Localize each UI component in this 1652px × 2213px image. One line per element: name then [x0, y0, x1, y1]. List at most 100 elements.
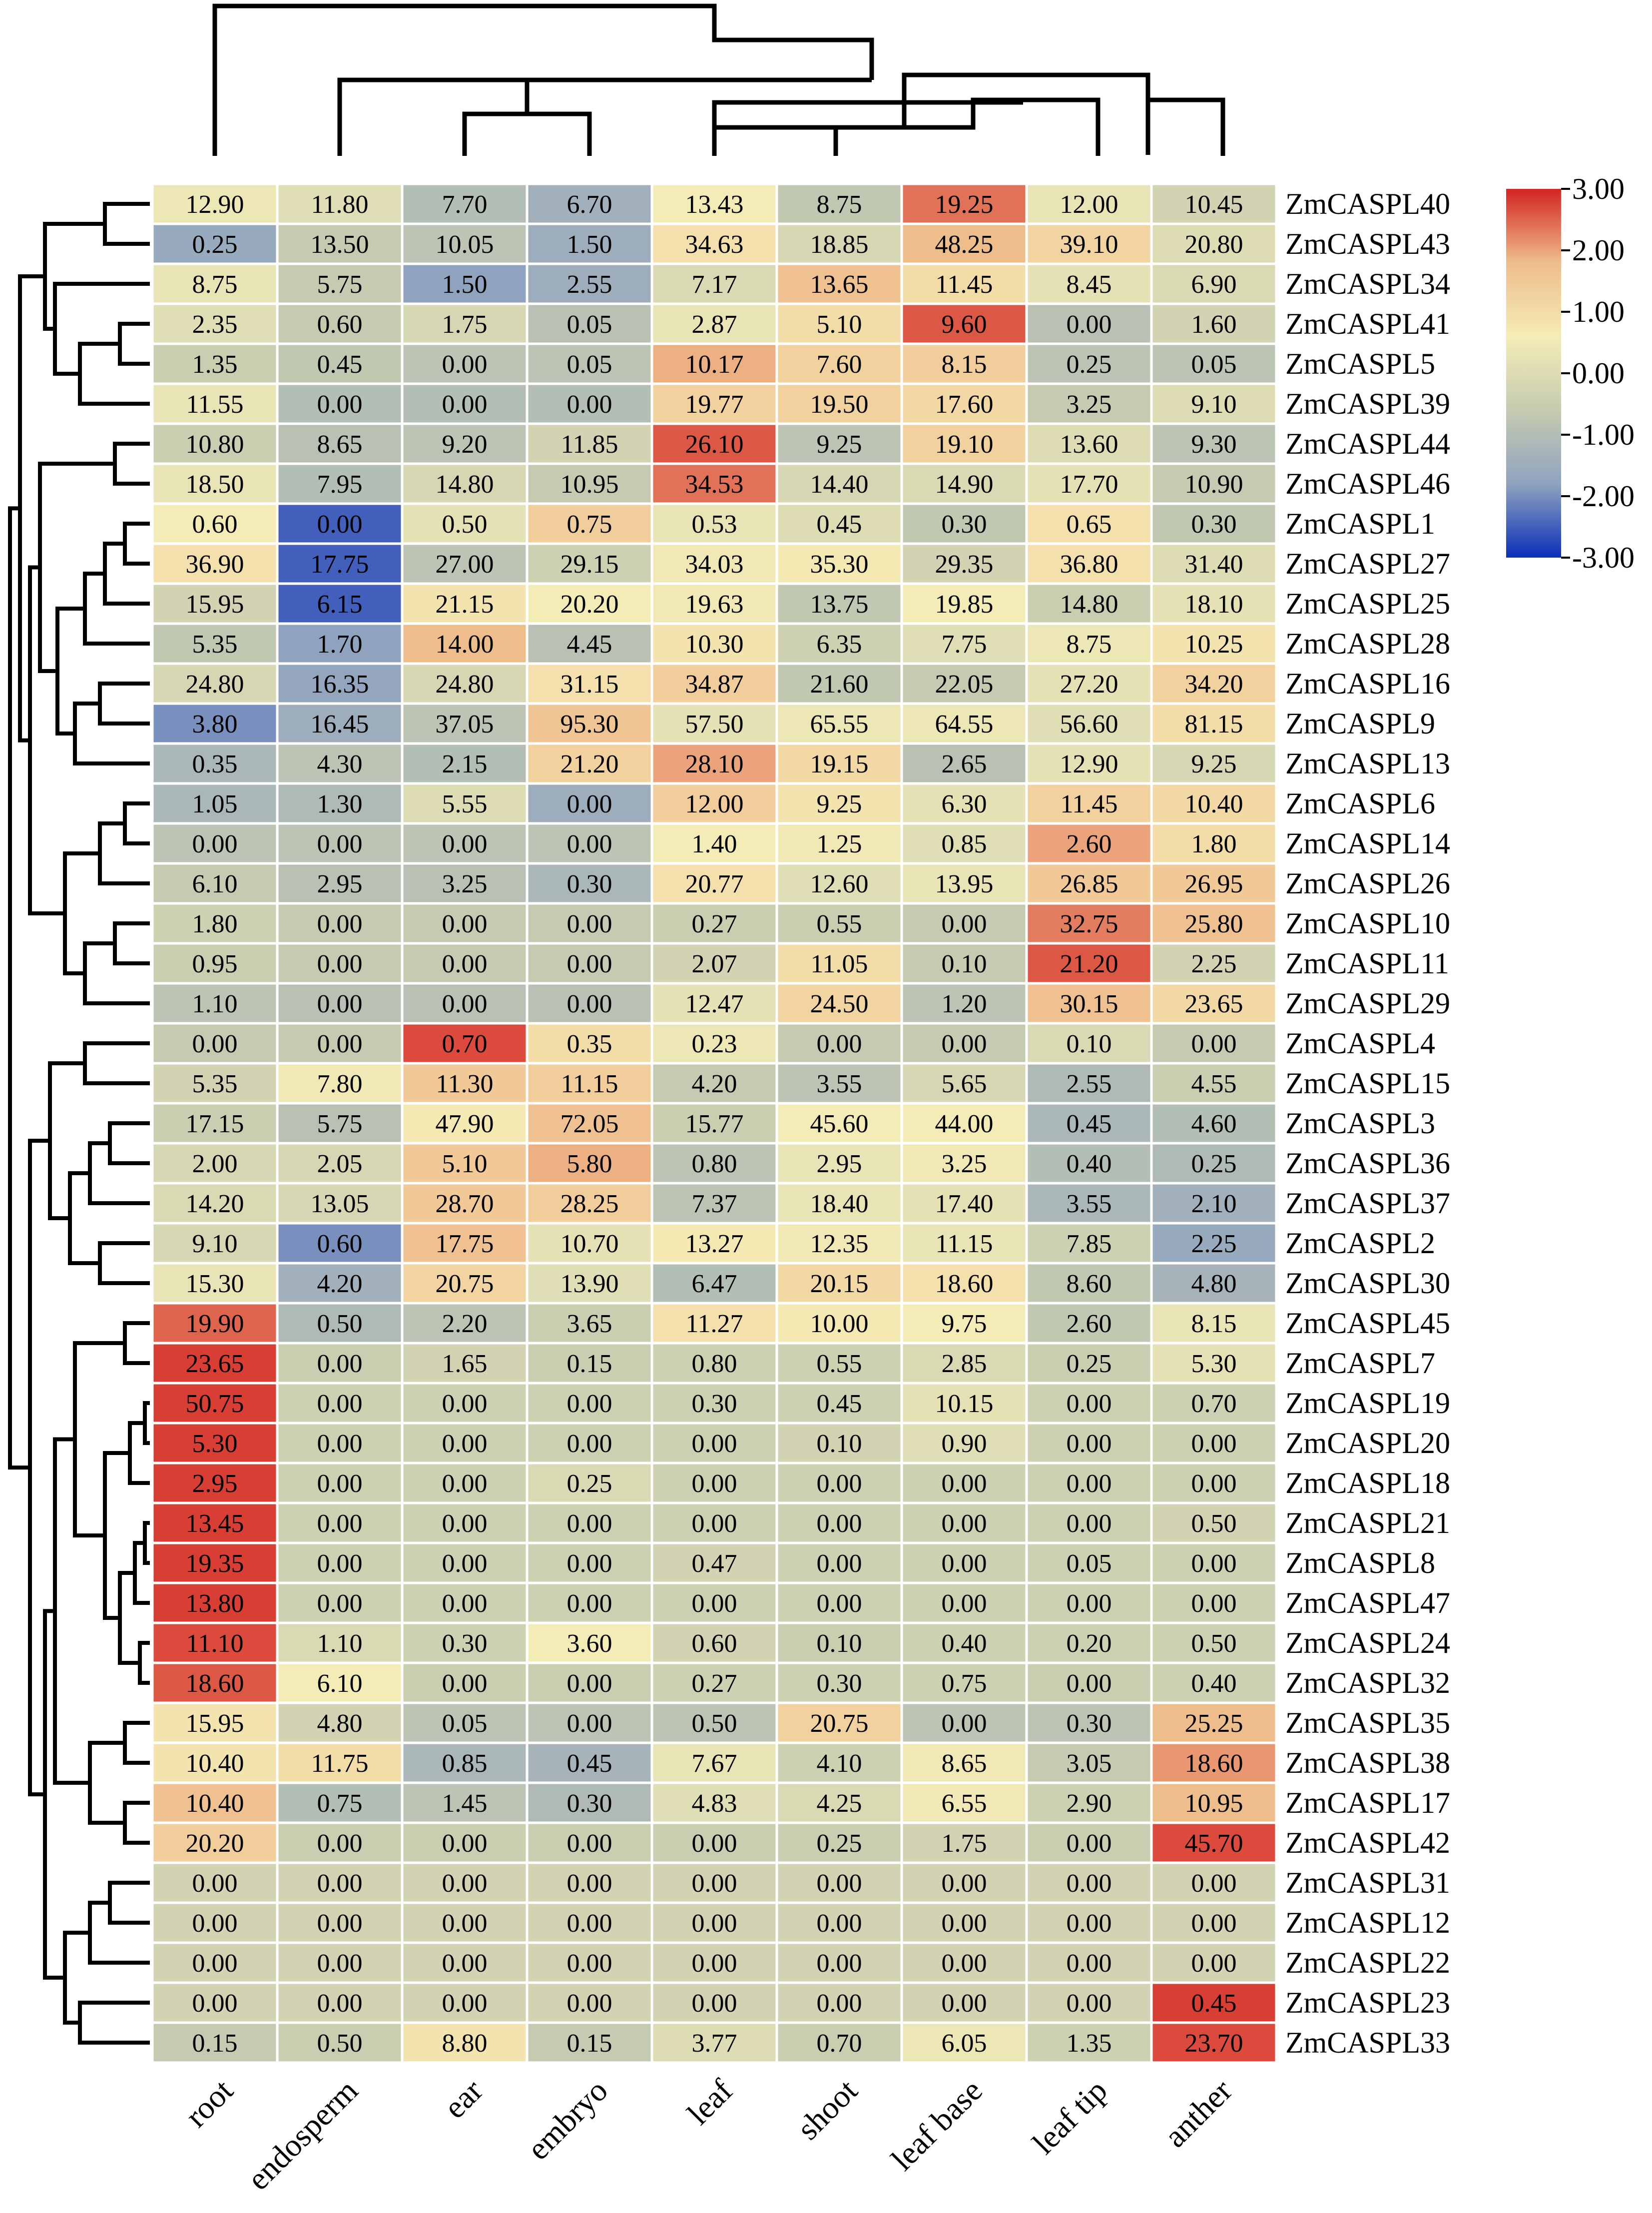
row-dendrogram-branch [55, 607, 85, 736]
heatmap-cell [1150, 1901, 1278, 1944]
cell-value-label: 2.25 [1191, 1230, 1237, 1258]
heatmap-cell [401, 502, 529, 545]
cell-value-label: 23.65 [1185, 990, 1243, 1018]
cell-value-label: 0.45 [817, 1390, 862, 1418]
gene-label: ZmCASPL11 [1285, 947, 1449, 980]
heatmap-cell [401, 1981, 529, 2024]
cell-value-label: 0.00 [192, 1949, 238, 1978]
cell-value-label: 0.50 [442, 510, 488, 539]
heatmap-cell [900, 422, 1028, 465]
cell-value-label: 24.80 [436, 670, 494, 699]
heatmap-cell [775, 302, 903, 345]
cell-value-label: 31.40 [1185, 550, 1243, 579]
heatmap-cell [900, 1701, 1028, 1744]
cell-value-label: 0.80 [692, 1150, 737, 1178]
row-dendrogram-branch [73, 1341, 125, 1537]
heatmap-cell [1150, 1581, 1278, 1624]
heatmap-cell [151, 1182, 279, 1225]
cell-value-label: 21.15 [436, 590, 494, 619]
cell-value-label: 5.10 [817, 310, 862, 339]
cell-value-label: 10.40 [186, 1749, 244, 1778]
gene-label: ZmCASPL13 [1285, 747, 1450, 780]
cell-value-label: 5.10 [442, 1150, 488, 1178]
cell-value-label: 15.95 [186, 1709, 244, 1738]
cell-value-label: 10.80 [186, 430, 244, 459]
cell-value-label: 0.00 [317, 390, 363, 419]
heatmap-cell [276, 702, 404, 745]
cell-value-label: 0.60 [692, 1629, 737, 1658]
cell-value-label: 0.00 [942, 1709, 987, 1738]
heatmap-cell [1150, 342, 1278, 385]
cell-value-label: 0.10 [817, 1629, 862, 1658]
cell-value-label: 2.07 [692, 950, 737, 978]
heatmap-cell [775, 382, 903, 425]
cell-value-label: 10.17 [685, 350, 744, 379]
cell-value-label: 2.95 [817, 1150, 862, 1178]
heatmap-cell [1150, 1422, 1278, 1465]
heatmap-cell [650, 782, 778, 825]
cell-value-label: 0.00 [1191, 1589, 1237, 1618]
cell-value-label: 37.05 [436, 710, 494, 738]
cell-value-label: 7.80 [317, 1070, 363, 1098]
cell-value-label: 2.60 [1067, 1310, 1112, 1338]
heatmap-cell [1025, 1501, 1153, 1544]
cell-value-label: 0.00 [442, 1470, 488, 1498]
cell-value-label: 0.00 [317, 1549, 363, 1578]
cell-value-label: 0.00 [942, 1909, 987, 1938]
cell-value-label: 57.50 [685, 710, 744, 738]
heatmap-cell [276, 942, 404, 985]
heatmap-cell [1025, 1621, 1153, 1664]
cell-value-label: 19.25 [935, 190, 994, 219]
cell-value-label: 0.05 [1191, 350, 1237, 379]
tissue-label: endosperm [240, 2073, 365, 2197]
cell-value-label: 0.00 [317, 1509, 363, 1538]
heatmap-cell [775, 742, 903, 785]
heatmap-cell [526, 742, 653, 785]
cell-value-label: 1.60 [1191, 310, 1237, 339]
cell-value-label: 20.80 [1185, 230, 1243, 259]
cell-value-label: 20.77 [685, 870, 744, 898]
cell-value-label: 0.35 [567, 1030, 612, 1058]
cell-value-label: 0.00 [1191, 1549, 1237, 1578]
cell-value-label: 2.55 [567, 270, 612, 299]
gene-label: ZmCASPL32 [1285, 1666, 1450, 1699]
cell-value-label: 28.70 [436, 1190, 494, 1218]
heatmap-cell [1025, 1541, 1153, 1584]
cell-value-label: 0.00 [942, 1030, 987, 1058]
cell-value-label: 0.70 [817, 2029, 862, 2058]
heatmap-cell [151, 1781, 279, 1824]
cell-value-label: 0.45 [317, 350, 363, 379]
heatmap-cell [1150, 182, 1278, 225]
heatmap-cell [1150, 222, 1278, 265]
cell-value-label: 26.10 [685, 430, 744, 459]
heatmap-cell [1150, 942, 1278, 985]
cell-value-label: 8.65 [317, 430, 363, 459]
cell-value-label: 9.25 [817, 430, 862, 459]
cell-value-label: 1.05 [192, 790, 238, 818]
row-dendrogram-branch [123, 1721, 150, 1765]
color-scale-bar [1506, 189, 1561, 558]
cell-value-label: 20.20 [186, 1829, 244, 1858]
cell-value-label: 10.05 [436, 230, 494, 259]
row-dendrogram-branch [78, 342, 150, 406]
cell-value-label: 0.00 [942, 1989, 987, 2018]
cell-value-label: 28.25 [560, 1190, 619, 1218]
cell-value-label: 0.85 [442, 1749, 488, 1778]
cell-value-label: 0.00 [567, 1390, 612, 1418]
cell-value-label: 0.40 [1067, 1150, 1112, 1178]
heatmap-cell [650, 742, 778, 785]
cell-value-label: 2.60 [1067, 830, 1112, 858]
heatmap-cell [775, 422, 903, 465]
cell-value-label: 10.45 [1185, 190, 1243, 219]
cell-value-label: 5.65 [942, 1070, 987, 1098]
gene-label: ZmCASPL30 [1285, 1267, 1450, 1300]
cell-value-label: 0.00 [942, 1470, 987, 1498]
cell-value-label: 0.00 [692, 1470, 737, 1498]
cell-value-label: 0.10 [817, 1430, 862, 1458]
cell-value-label: 0.45 [1067, 1110, 1112, 1138]
heatmap-cell [151, 1661, 279, 1704]
cell-value-label: 0.00 [317, 1909, 363, 1938]
cell-value-label: 10.30 [685, 630, 744, 659]
heatmap-cell [650, 1621, 778, 1664]
cell-value-label: 6.35 [817, 630, 862, 659]
